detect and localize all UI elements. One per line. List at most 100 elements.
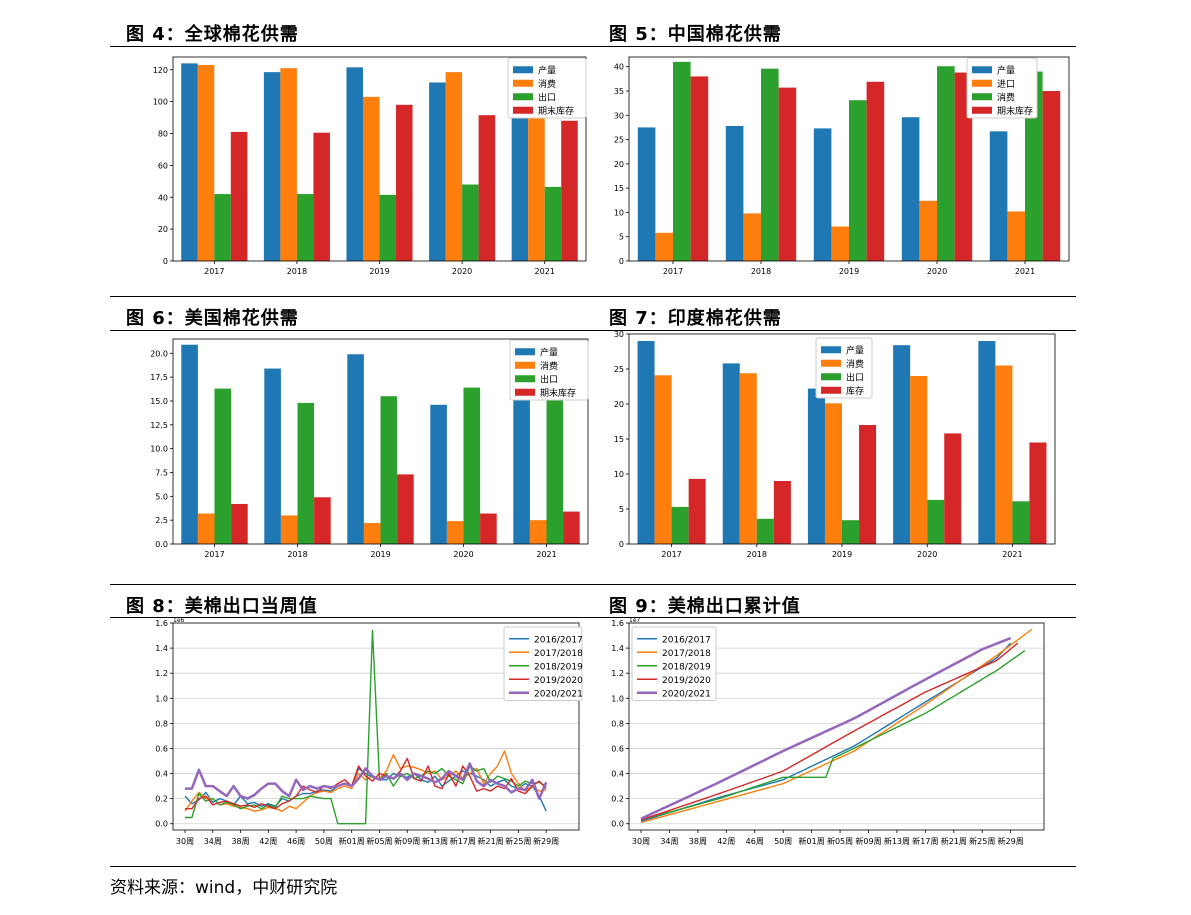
- x-tick-label: 30周: [632, 837, 650, 846]
- bar: [380, 396, 398, 544]
- series-line: [640, 650, 1026, 821]
- bar: [544, 186, 562, 261]
- bar: [478, 115, 496, 261]
- legend-label: 2017/2018: [534, 649, 583, 659]
- bar: [231, 503, 248, 544]
- legend-label: 消费: [846, 358, 864, 370]
- y-tick-label: 1.6: [611, 619, 624, 628]
- x-tick-label: 新01周: [339, 836, 365, 846]
- x-tick-label: 新05周: [366, 836, 392, 846]
- legend-label: 产量: [997, 64, 1015, 76]
- bar: [690, 76, 709, 261]
- fig4-title: 图 4：全球棉花供需: [126, 24, 299, 45]
- bar: [773, 481, 791, 544]
- y-tick-label: 17.5: [150, 373, 168, 382]
- plot-frame: [628, 622, 1045, 831]
- x-tick-label: 2021: [536, 550, 556, 559]
- rule-row2-top: [110, 296, 1076, 297]
- y-tick-label: 0.4: [611, 770, 624, 779]
- series-line: [184, 750, 547, 812]
- bar: [831, 226, 849, 261]
- y-tick-label: 1.2: [155, 669, 168, 678]
- legend-label: 2018/2019: [662, 662, 711, 672]
- bar: [743, 213, 761, 261]
- bar: [654, 375, 672, 544]
- x-tick-label: 34周: [204, 837, 222, 846]
- y-tick-label: 0.8: [155, 719, 168, 728]
- y-tick-label: 35: [614, 87, 624, 96]
- bar: [280, 515, 298, 544]
- series-line: [185, 629, 547, 825]
- bar: [671, 506, 689, 544]
- plot-frame: [172, 622, 580, 831]
- x-tick-label: 2018: [287, 550, 307, 559]
- x-tick-label: 新21周: [478, 836, 504, 846]
- fig8-svg: 0.0 0.2 0.4 0.6 0.8 1.0 1.2 1.4 1.6 1e6 30周 34周 38周 4…: [155, 617, 583, 846]
- bar: [264, 368, 281, 544]
- y-tick-label: 1.4: [155, 644, 168, 653]
- x-tick-label: 新17周: [912, 836, 938, 846]
- bar: [673, 61, 691, 261]
- legend-label: 2016/2017: [534, 635, 583, 645]
- y-tick-label: 60: [158, 161, 168, 170]
- x-tick-label: 新17周: [450, 836, 476, 846]
- y-tick-label: 12.5: [150, 421, 168, 430]
- fig4-chart: 0 20 40 60 80 100 120 2017 2018 2019 2020 2021 产量 消费出…: [110, 52, 590, 284]
- bar: [1029, 442, 1047, 544]
- legend-label: 产量: [846, 344, 864, 356]
- x-tick-label: 新09周: [394, 836, 420, 846]
- y-tick-label: 0: [619, 540, 624, 549]
- bar: [901, 117, 920, 261]
- fig9-title: 图 9：美棉出口累计值: [609, 596, 801, 617]
- y-tick-label: 40: [158, 193, 168, 202]
- y-tick-label: 15: [614, 435, 624, 444]
- bar: [859, 425, 877, 544]
- legend-label: 进口: [997, 79, 1015, 90]
- x-tick-label: 2021: [1002, 550, 1022, 559]
- bar: [954, 72, 973, 262]
- y-tick-label: 120: [153, 66, 168, 75]
- fig7-title: 图 7：印度棉花供需: [609, 308, 782, 329]
- y-tick-label: 1.2: [611, 669, 624, 678]
- x-tick-label: 新09周: [855, 836, 881, 846]
- legend-box: [631, 626, 717, 701]
- series-line: [640, 636, 1012, 820]
- y-tick-label: 5.0: [155, 492, 168, 501]
- legend-swatch: [513, 106, 533, 114]
- bar: [546, 399, 564, 544]
- x-tick-label: 42周: [717, 837, 735, 846]
- series-line: [640, 642, 1019, 821]
- x-tick-label: 2021: [535, 267, 555, 276]
- y-tick-label: 7.5: [155, 468, 168, 477]
- legend-swatch: [972, 106, 992, 114]
- fig5-chart: 0 5 10 15 20 25 30 35 40 2017 2018 2019 2020 2021 产量 进口…: [594, 52, 1074, 284]
- bar: [761, 68, 779, 262]
- legend-label: 产量: [540, 346, 558, 358]
- bar: [1042, 91, 1061, 261]
- legend-label: 消费: [997, 91, 1015, 103]
- bar: [561, 120, 578, 261]
- y-tick-label: 25: [614, 365, 624, 374]
- legend-label: 库存: [846, 385, 864, 397]
- y-tick-label: 30: [614, 330, 624, 339]
- bar: [813, 128, 832, 261]
- legend-label: 消费: [540, 360, 558, 372]
- legend-label: 期末库存: [997, 105, 1033, 117]
- y-tick-label: 10: [614, 470, 624, 479]
- x-tick-label: 2020: [917, 550, 937, 559]
- legend-label: 期末库存: [538, 105, 574, 117]
- bar: [529, 520, 547, 544]
- legend-swatch: [821, 359, 841, 367]
- bottom-rule: [110, 866, 1076, 867]
- x-tick-label: 2018: [747, 550, 767, 559]
- bar: [688, 478, 706, 544]
- bar: [297, 402, 315, 544]
- scale-note: 1e7: [629, 617, 641, 624]
- legend-label: 期末库存: [540, 387, 576, 399]
- y-tick-label: 20.0: [150, 349, 168, 358]
- bar: [725, 125, 744, 261]
- fig4-svg: 0 20 40 60 80 100 120 2017 2018 2019 2020 2021 产量消费出…: [153, 56, 587, 276]
- legend-label: 2019/2020: [534, 676, 583, 686]
- x-tick-label: 2017: [663, 267, 683, 276]
